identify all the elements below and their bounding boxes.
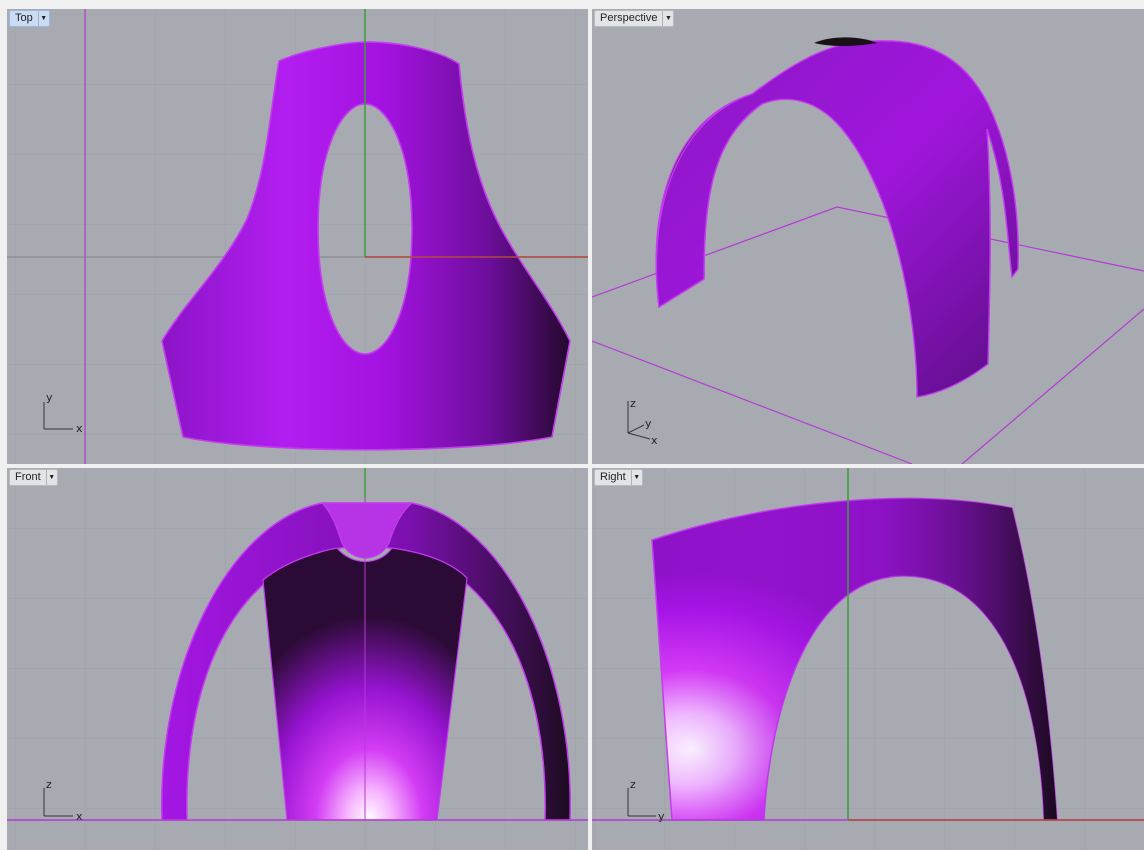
- chevron-down-icon[interactable]: ▼: [45, 470, 57, 485]
- front-viewport[interactable]: Front ▼: [7, 468, 588, 850]
- axis-label-z: z: [630, 397, 636, 410]
- perspective-viewport[interactable]: Perspective ▼: [592, 9, 1144, 464]
- arch-crown: [320, 502, 414, 559]
- surface-shading: [652, 498, 1057, 820]
- axis-label-x: x: [76, 810, 83, 823]
- viewport-title-tab[interactable]: Top ▼: [9, 10, 50, 27]
- axis-label-z: z: [46, 778, 52, 791]
- axis-label-y: y: [645, 417, 652, 430]
- chevron-down-icon[interactable]: ▼: [630, 470, 642, 485]
- chevron-down-icon[interactable]: ▼: [662, 11, 673, 26]
- chevron-down-icon[interactable]: ▼: [37, 11, 49, 26]
- top-view-canvas: y x: [7, 9, 588, 464]
- viewport-title: Front: [15, 471, 41, 483]
- top-viewport[interactable]: Top ▼: [7, 9, 588, 464]
- right-view-canvas: z y: [592, 468, 1144, 850]
- viewport-title: Top: [15, 12, 33, 24]
- axis-label-x: x: [651, 434, 658, 447]
- viewport-title: Perspective: [600, 12, 658, 24]
- viewport-title-tab[interactable]: Perspective ▼: [594, 10, 675, 27]
- axis-label-x: x: [76, 422, 83, 435]
- viewport-title: Right: [600, 471, 626, 483]
- arch-opening: [814, 37, 877, 46]
- front-view-canvas: z x: [7, 468, 588, 850]
- surface-top[interactable]: [161, 41, 571, 451]
- world-axes-icon: z y: [627, 778, 665, 823]
- axis-label-y: y: [658, 810, 665, 823]
- viewport-title-tab[interactable]: Front ▼: [9, 469, 58, 486]
- world-axes-icon: z y x: [627, 397, 658, 447]
- world-axes-icon: z x: [43, 778, 83, 823]
- right-viewport[interactable]: Right ▼: [592, 468, 1144, 850]
- axis-label-y: y: [46, 391, 53, 404]
- axis-label-z: z: [630, 778, 636, 791]
- surface-perspective[interactable]: [655, 40, 1019, 398]
- viewport-title-tab[interactable]: Right ▼: [594, 469, 643, 486]
- perspective-view-canvas: [592, 37, 1144, 464]
- world-axes-icon: y x: [43, 391, 83, 435]
